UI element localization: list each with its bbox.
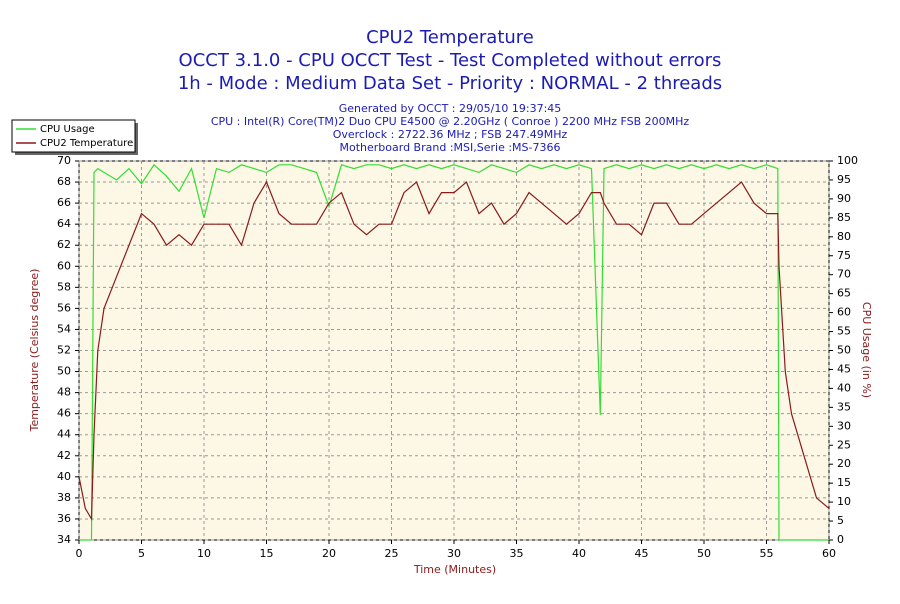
- y2-tick-label: 30: [837, 419, 851, 432]
- chart-subtitle: 1h - Mode : Medium Data Set - Priority :…: [178, 73, 722, 94]
- y2-axis-label: CPU Usage (in %): [860, 302, 873, 398]
- y-tick-label: 58: [57, 280, 71, 293]
- x-tick-label: 60: [822, 547, 836, 560]
- y-tick-label: 50: [57, 365, 71, 378]
- y2-tick-label: 95: [837, 173, 851, 186]
- legend-label: CPU Usage: [40, 124, 95, 135]
- lines: [78, 163, 830, 541]
- y-tick-label: 44: [57, 428, 71, 441]
- y2-tick-label: 15: [837, 476, 851, 489]
- legend-label: CPU2 Temperature: [40, 138, 133, 149]
- y-axis-label: Temperature (Celsius degree): [28, 269, 41, 433]
- chart-subtitle: OCCT 3.1.0 - CPU OCCT Test - Test Comple…: [179, 50, 722, 71]
- y-tick-label: 36: [57, 512, 71, 525]
- info-line: CPU : Intel(R) Core(TM)2 Duo CPU E4500 @…: [211, 115, 690, 128]
- x-tick-label: 30: [447, 547, 461, 560]
- y2-tick-label: 25: [837, 438, 851, 451]
- x-tick-label: 10: [197, 547, 211, 560]
- y-tick-label: 46: [57, 407, 71, 420]
- y-tick-label: 70: [57, 154, 71, 167]
- y-tick-label: 54: [57, 322, 71, 335]
- y2-tick-label: 0: [837, 533, 844, 546]
- series-line: [78, 180, 830, 521]
- x-axis-label: Time (Minutes): [413, 563, 496, 576]
- x-tick-label: 25: [385, 547, 399, 560]
- y2-tick-label: 40: [837, 381, 851, 394]
- y2-tick-label: 70: [837, 268, 851, 281]
- info-line: Generated by OCCT : 29/05/10 19:37:45: [339, 102, 562, 115]
- x-tick-label: 0: [76, 547, 83, 560]
- y2-tick-label: 85: [837, 211, 851, 224]
- y-tick-label: 56: [57, 301, 71, 314]
- y-tick-label: 68: [57, 175, 71, 188]
- x-tick-label: 45: [635, 547, 649, 560]
- y-tick-label: 62: [57, 238, 71, 251]
- y2-tick-label: 75: [837, 249, 851, 262]
- info-line: Overclock : 2722.36 MHz ; FSB 247.49MHz: [333, 128, 568, 141]
- y-tick-label: 66: [57, 196, 71, 209]
- y-tick-label: 64: [57, 217, 71, 230]
- x-tick-label: 40: [572, 547, 586, 560]
- y-tick-label: 40: [57, 470, 71, 483]
- x-tick-label: 35: [510, 547, 524, 560]
- y2-tick-label: 5: [837, 514, 844, 527]
- y-tick-label: 42: [57, 449, 71, 462]
- y2-tick-label: 65: [837, 287, 851, 300]
- grid: [78, 160, 830, 541]
- x-tick-label: 5: [138, 547, 145, 560]
- x-tick-label: 15: [260, 547, 274, 560]
- y2-tick-label: 80: [837, 230, 851, 243]
- legend-box: [11, 119, 136, 153]
- y-tick-label: 38: [57, 491, 71, 504]
- y2-tick-label: 90: [837, 192, 851, 205]
- y2-tick-label: 35: [837, 400, 851, 413]
- y2-tick-label: 50: [837, 344, 851, 357]
- y2-tick-label: 100: [837, 154, 858, 167]
- y-tick-label: 34: [57, 533, 71, 546]
- y2-tick-label: 20: [837, 457, 851, 470]
- info-line: Motherboard Brand :MSI,Serie :MS-7366: [340, 141, 561, 154]
- y2-tick-label: 10: [837, 495, 851, 508]
- y2-tick-label: 55: [837, 325, 851, 338]
- x-tick-label: 50: [697, 547, 711, 560]
- y2-tick-label: 60: [837, 306, 851, 319]
- y2-tick-label: 45: [837, 362, 851, 375]
- chart-title: CPU2 Temperature: [366, 27, 534, 48]
- y-tick-label: 52: [57, 344, 71, 357]
- y-tick-label: 60: [57, 259, 71, 272]
- x-tick-label: 20: [322, 547, 336, 560]
- series-line: [79, 163, 829, 541]
- y-tick-label: 48: [57, 386, 71, 399]
- x-tick-label: 55: [760, 547, 774, 560]
- legend: CPU Usage CPU2 Temperature: [11, 119, 138, 155]
